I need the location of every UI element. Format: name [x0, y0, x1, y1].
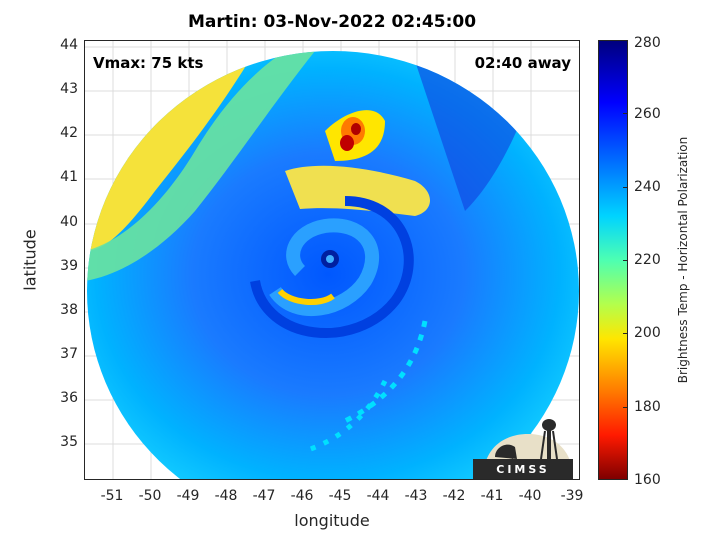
- y-tick: 44: [60, 37, 78, 53]
- x-tick: -40: [518, 488, 542, 504]
- colorbar-tick: 240: [634, 179, 661, 195]
- y-tick: 39: [60, 258, 78, 274]
- vmax-label: Vmax: 75 kts: [93, 54, 204, 72]
- y-tick: 41: [60, 169, 78, 185]
- colorbar-tick: 200: [634, 325, 661, 341]
- x-tick: -49: [176, 488, 200, 504]
- y-tick: 40: [60, 214, 78, 230]
- plot-title: Martin: 03-Nov-2022 02:45:00: [187, 12, 477, 32]
- colorbar-tick-mark: [623, 333, 628, 334]
- cimss-logo-text: CIMSS: [496, 463, 550, 476]
- colorbar-tick-mark: [623, 260, 628, 261]
- colorbar-tick-mark: [623, 407, 628, 408]
- x-tick: -41: [480, 488, 504, 504]
- y-tick: 43: [60, 81, 78, 97]
- x-tick: -46: [290, 488, 314, 504]
- y-axis-label: latitude: [20, 229, 40, 291]
- x-tick: -39: [560, 488, 584, 504]
- x-tick: -42: [442, 488, 466, 504]
- x-tick: -45: [328, 488, 352, 504]
- cimss-logo-icon: [473, 419, 573, 479]
- colorbar-tick: 180: [634, 399, 661, 415]
- x-axis-label: longitude: [294, 511, 370, 530]
- x-tick: -44: [366, 488, 390, 504]
- colorbar-tick-mark: [623, 113, 628, 114]
- x-tick: -50: [138, 488, 162, 504]
- x-tick: -47: [252, 488, 276, 504]
- time-away-label: 02:40 away: [474, 54, 571, 72]
- colorbar-tick-mark: [623, 40, 628, 41]
- y-tick: 42: [60, 125, 78, 141]
- colorbar-tick-mark: [623, 187, 628, 188]
- cimss-logo: CIMSS: [473, 409, 573, 479]
- y-tick: 38: [60, 302, 78, 318]
- y-tick: 35: [60, 434, 78, 450]
- x-tick: -43: [404, 488, 428, 504]
- map-plot-area: Vmax: 75 kts 02:40 away CIMSS: [84, 40, 580, 480]
- colorbar-label: Brightness Temp - Horizontal Polarizatio…: [676, 136, 690, 384]
- colorbar-tick: 280: [634, 35, 661, 51]
- colorbar-tick: 220: [634, 252, 661, 268]
- x-tick: -51: [100, 488, 124, 504]
- microwave-image: [85, 41, 579, 479]
- x-tick: -48: [214, 488, 238, 504]
- colorbar-tick: 260: [634, 106, 661, 122]
- y-tick: 37: [60, 346, 78, 362]
- colorbar-tick: 160: [634, 472, 661, 488]
- y-tick: 36: [60, 390, 78, 406]
